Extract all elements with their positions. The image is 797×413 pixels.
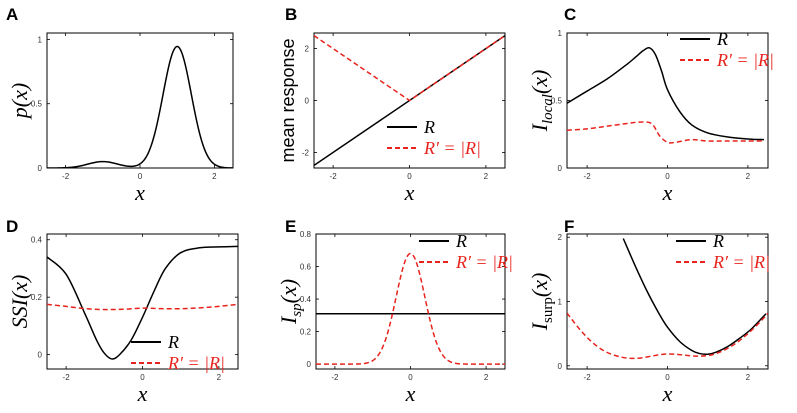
legend-label: R′ = |R|: [716, 50, 774, 70]
panel-d: D -2 0 2 0 0.2 0.4 x SSI(x) RR′ = |R|: [6, 217, 239, 406]
panel-letter: D: [6, 217, 18, 236]
y-tick-label: 0.4: [31, 236, 43, 245]
x-axis-label: x: [662, 381, 673, 406]
panel-letter: C: [564, 5, 576, 24]
y-tick-label: 1: [558, 29, 563, 38]
x-axis-label: x: [662, 180, 673, 205]
x-tick-label: -2: [330, 172, 338, 181]
y-tick-label: 0: [307, 360, 312, 369]
y-tick-label: 0.2: [31, 293, 43, 302]
x-tick-label: 0: [665, 172, 670, 181]
y-axis-label: mean response: [278, 38, 298, 162]
y-axis-label: p(x): [7, 83, 32, 120]
x-tick-label: 0: [665, 373, 670, 382]
y-tick-label: 2: [558, 233, 563, 242]
series-line-r: [622, 238, 767, 356]
y-tick-label: 0: [558, 164, 563, 173]
y-tick-label: 2: [305, 45, 310, 54]
y-tick-label: 0.8: [300, 230, 312, 239]
x-axis-label: x: [404, 180, 415, 205]
series-line-r-prime: [316, 252, 505, 365]
legend-label: R: [455, 231, 467, 251]
panel-f: F -2 0 2 0 1 2 x Isurp(x) RR′ = |R|: [527, 217, 770, 406]
x-tick-label: -2: [62, 172, 70, 181]
x-axis-label: x: [405, 381, 416, 406]
legend-label: R′ = |R|: [455, 252, 513, 272]
panel-letter: A: [6, 5, 18, 24]
legend-label: R′ = |R|: [423, 138, 481, 158]
y-axis-label: SSI(x): [7, 275, 32, 329]
x-axis-label: x: [137, 381, 148, 406]
x-tick-label: 2: [212, 172, 217, 181]
legend-label: R: [423, 117, 435, 137]
plot-frame: [46, 233, 239, 370]
x-tick-label: -2: [584, 373, 592, 382]
x-axis-label: x: [134, 180, 145, 205]
panel-letter: E: [285, 217, 296, 236]
series-line-r: [567, 46, 765, 141]
y-tick-label: 0: [38, 164, 43, 173]
y-tick-label: 0.6: [300, 263, 312, 272]
panel-e: E -2 0 2 0 0.2 0.4 0.6 0.8 x Isp(x) RR′ = |R|: [276, 217, 513, 406]
y-tick-label: -2: [302, 148, 310, 157]
plot-frame: [46, 32, 234, 169]
series-line-r: [47, 45, 233, 168]
y-tick-label: 1: [558, 298, 563, 307]
legend-label: R′ = |R|: [167, 353, 225, 373]
y-axis-label: Isp(x): [276, 279, 305, 325]
x-tick-label: -2: [63, 373, 71, 382]
y-tick-label: 0.5: [31, 100, 43, 109]
x-tick-label: 2: [484, 373, 489, 382]
x-tick-label: 0: [407, 172, 412, 181]
y-tick-label: 0: [558, 362, 563, 371]
y-tick-label: 1: [38, 35, 43, 44]
y-tick-label: 0.4: [300, 295, 312, 304]
legend-label: R: [712, 231, 724, 251]
panel-letter: F: [564, 217, 574, 236]
x-tick-label: 2: [746, 172, 751, 181]
legend-label: R: [716, 29, 728, 49]
legend-label: R: [167, 332, 179, 352]
x-tick-label: -2: [331, 373, 339, 382]
x-tick-label: 0: [140, 373, 145, 382]
y-axis-label: Ilocal(x): [527, 70, 556, 133]
x-tick-label: 2: [217, 373, 222, 382]
y-axis-label: Isurp(x): [527, 273, 556, 332]
series-line-r-prime: [567, 121, 764, 144]
panel-letter: B: [285, 5, 297, 24]
panel-b: B -2 0 2 -2 0 2 x mean response RR′ = |R|: [278, 5, 506, 205]
series-line-r-prime: [314, 34, 505, 102]
x-tick-label: 0: [408, 373, 413, 382]
x-tick-label: 2: [746, 373, 751, 382]
y-tick-label: 0: [38, 351, 43, 360]
x-tick-label: -2: [584, 172, 592, 181]
series-line-r-prime: [567, 312, 768, 360]
x-tick-label: 0: [138, 172, 143, 181]
x-tick-label: 2: [484, 172, 489, 181]
legend-label: R′ = |R|: [712, 252, 770, 272]
panel-c: C -2 0 2 0 0.5 1 x Ilocal(x) RR′ = |R|: [527, 5, 774, 205]
panel-a: A -2 0 2 0 0.5 1 x p(x): [6, 5, 234, 205]
y-tick-label: 0.5: [551, 97, 563, 106]
series-line-r-prime: [47, 303, 238, 311]
y-tick-label: 0: [305, 97, 310, 106]
series-line-r: [47, 245, 238, 360]
y-tick-label: 0.2: [300, 328, 312, 337]
